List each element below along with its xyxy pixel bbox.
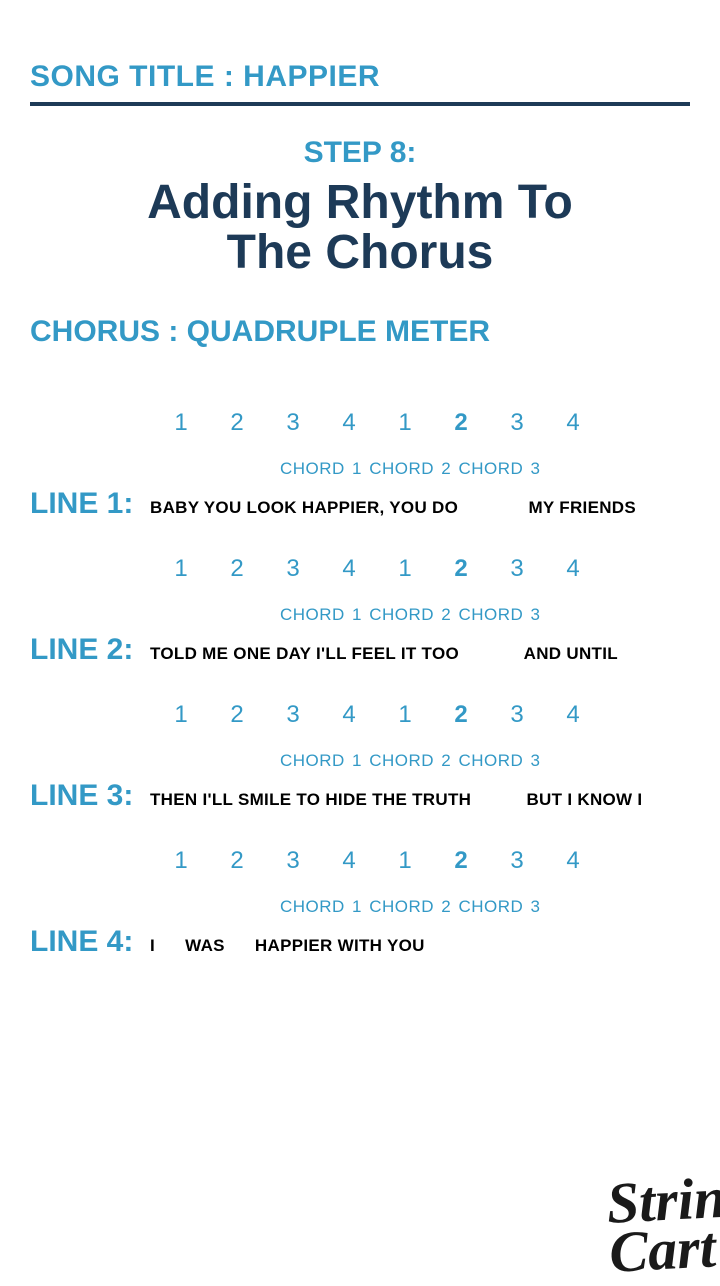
title-line1: Adding Rhythm To bbox=[147, 176, 573, 229]
divider bbox=[30, 102, 690, 106]
lyric-row: LINE 4:I WAS HAPPIER WITH YOU bbox=[30, 925, 690, 959]
lyric-text: THEN I'LL SMILE TO HIDE THE TRUTH BUT I … bbox=[150, 790, 642, 810]
beat-number: 2 bbox=[226, 701, 248, 729]
beats-row: 1 2 3 4 1 2 3 4 bbox=[170, 847, 690, 875]
beat-number: 2 bbox=[226, 555, 248, 583]
beat-number: 4 bbox=[562, 555, 584, 583]
beat-number: 1 bbox=[394, 409, 416, 437]
beat-number: 3 bbox=[506, 409, 528, 437]
beat-number: 3 bbox=[282, 409, 304, 437]
lyric-row: LINE 2:TOLD ME ONE DAY I'LL FEEL IT TOO … bbox=[30, 633, 690, 667]
beat-number: 4 bbox=[562, 701, 584, 729]
beat-number: 2 bbox=[226, 409, 248, 437]
chords-label: CHORD 1 CHORD 2 CHORD 3 bbox=[280, 459, 690, 479]
beat-number: 3 bbox=[282, 847, 304, 875]
song-title: SONG TITLE : HAPPIER bbox=[30, 60, 690, 102]
beat-number: 3 bbox=[506, 555, 528, 583]
beat-number: 2 bbox=[450, 701, 472, 729]
lyric-row: LINE 3:THEN I'LL SMILE TO HIDE THE TRUTH… bbox=[30, 779, 690, 813]
beat-number: 4 bbox=[338, 701, 360, 729]
lyric-text: I WAS HAPPIER WITH YOU bbox=[150, 936, 425, 956]
line-label: LINE 4: bbox=[30, 925, 150, 959]
logo: String Cart bbox=[605, 1172, 720, 1278]
title-line2: The Chorus bbox=[227, 226, 494, 279]
line-block: 1 2 3 4 1 2 3 4 CHORD 1 CHORD 2 CHORD 3 LINE 3:TH… bbox=[30, 701, 690, 813]
beat-number: 4 bbox=[562, 847, 584, 875]
beat-number: 2 bbox=[226, 847, 248, 875]
logo-line2: Cart bbox=[607, 1215, 717, 1285]
line-label: LINE 1: bbox=[30, 487, 150, 521]
line-label: LINE 2: bbox=[30, 633, 150, 667]
beat-number: 1 bbox=[170, 701, 192, 729]
meter-label: CHORUS : QUADRUPLE METER bbox=[30, 315, 690, 349]
beat-number: 3 bbox=[506, 847, 528, 875]
lyric-text: BABY YOU LOOK HAPPIER, YOU DO MY FRIENDS bbox=[150, 498, 636, 518]
beat-number: 3 bbox=[506, 701, 528, 729]
beat-number: 1 bbox=[394, 701, 416, 729]
beat-number: 3 bbox=[282, 701, 304, 729]
beats-row: 1 2 3 4 1 2 3 4 bbox=[170, 409, 690, 437]
line-block: 1 2 3 4 1 2 3 4 CHORD 1 CHORD 2 CHORD 3 LINE 4:I … bbox=[30, 847, 690, 959]
beat-number: 2 bbox=[450, 555, 472, 583]
line-block: 1 2 3 4 1 2 3 4 CHORD 1 CHORD 2 CHORD 3 LINE 2:TO… bbox=[30, 555, 690, 667]
beat-number: 2 bbox=[450, 847, 472, 875]
beat-number: 3 bbox=[282, 555, 304, 583]
beat-number: 4 bbox=[338, 409, 360, 437]
beat-number: 4 bbox=[338, 555, 360, 583]
beat-number: 1 bbox=[170, 847, 192, 875]
beats-row: 1 2 3 4 1 2 3 4 bbox=[170, 701, 690, 729]
page-title: Adding Rhythm To The Chorus bbox=[30, 178, 690, 279]
beat-number: 1 bbox=[394, 847, 416, 875]
beats-row: 1 2 3 4 1 2 3 4 bbox=[170, 555, 690, 583]
chords-label: CHORD 1 CHORD 2 CHORD 3 bbox=[280, 751, 690, 771]
chords-label: CHORD 1 CHORD 2 CHORD 3 bbox=[280, 605, 690, 625]
beat-number: 1 bbox=[394, 555, 416, 583]
beat-number: 4 bbox=[562, 409, 584, 437]
chords-label: CHORD 1 CHORD 2 CHORD 3 bbox=[280, 897, 690, 917]
beat-number: 1 bbox=[170, 409, 192, 437]
beat-number: 1 bbox=[170, 555, 192, 583]
line-block: 1 2 3 4 1 2 3 4 CHORD 1 CHORD 2 CHORD 3 LINE 1:BA… bbox=[30, 409, 690, 521]
beat-number: 4 bbox=[338, 847, 360, 875]
lyric-row: LINE 1:BABY YOU LOOK HAPPIER, YOU DO MY … bbox=[30, 487, 690, 521]
step-label: STEP 8: bbox=[30, 136, 690, 170]
lyric-text: TOLD ME ONE DAY I'LL FEEL IT TOO AND UNT… bbox=[150, 644, 618, 664]
line-label: LINE 3: bbox=[30, 779, 150, 813]
beat-number: 2 bbox=[450, 409, 472, 437]
